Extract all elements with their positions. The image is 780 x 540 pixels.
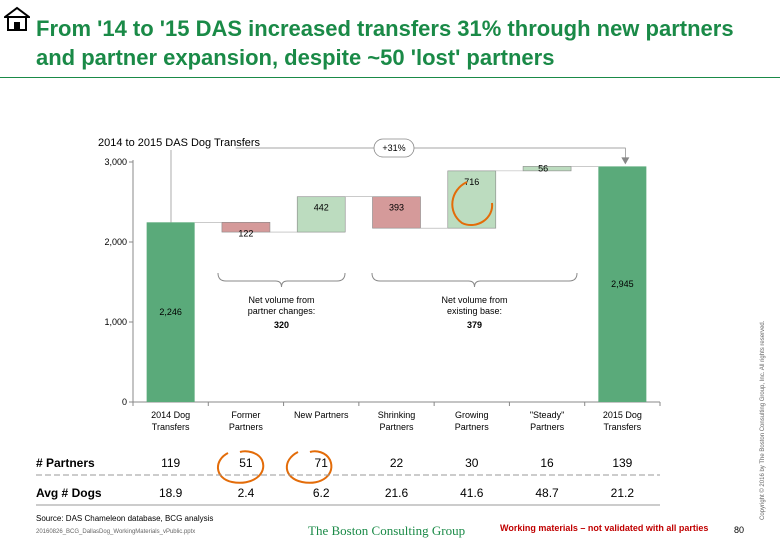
x-tick-label-0: Transfers <box>152 422 190 432</box>
bar-label-4: 716 <box>464 177 479 187</box>
source-note: Source: DAS Chameleon database, BCG anal… <box>36 514 214 523</box>
annotation-value: 379 <box>467 320 482 330</box>
annotation-text: existing base: <box>447 306 502 316</box>
annotation-text: Net volume from <box>248 295 314 305</box>
x-tick-label-0: 2014 Dog <box>151 410 190 420</box>
chart-title: 2014 to 2015 DAS Dog Transfers <box>98 137 261 149</box>
row-label-partners: # Partners <box>36 456 95 470</box>
table-cell: 2.4 <box>237 486 255 500</box>
table-cell: 51 <box>239 456 253 470</box>
page-title: From '14 to '15 DAS increased transfers … <box>36 16 734 70</box>
brace-partner-changes <box>217 272 346 288</box>
bar-label-6: 2,945 <box>611 279 634 289</box>
bar-label-3: 393 <box>389 203 404 213</box>
table-cell: 18.9 <box>158 486 183 500</box>
table-cell: 139 <box>612 456 633 470</box>
growth-label: +31% <box>382 143 405 153</box>
bar-6 <box>598 166 647 402</box>
growth-badge <box>373 138 415 158</box>
bar-0 <box>146 222 195 402</box>
x-tick-label-6: 2015 Dog <box>603 410 642 420</box>
table-cell: 21.2 <box>610 486 635 500</box>
x-tick-label-3: Shrinking <box>378 410 416 420</box>
table-cell: 41.6 <box>460 486 484 500</box>
growth-arrowhead <box>621 157 630 165</box>
table-cell: 6.2 <box>312 486 330 500</box>
bar-5 <box>522 166 572 172</box>
table-cell: 71 <box>314 456 328 470</box>
table-cell: 119 <box>161 456 181 470</box>
highlight-circle-new <box>285 450 333 484</box>
table-cell: 21.6 <box>384 486 409 500</box>
table-cell: 22 <box>389 456 404 470</box>
table-cell: 30 <box>465 456 479 470</box>
page-number: 80 <box>734 525 745 535</box>
house-icon <box>4 6 30 31</box>
x-tick-label-6: Transfers <box>604 422 642 432</box>
annotation-text: Net volume from <box>441 295 507 305</box>
x-tick-label-1: Former <box>231 410 260 420</box>
bar-2 <box>296 196 346 233</box>
brace-existing-base <box>371 272 578 288</box>
annotation-text: partner changes: <box>248 306 316 316</box>
bcg-logo: The Boston Consulting Group <box>308 523 466 538</box>
file-name: 20160826_BCG_DallasDog_WorkingMaterials_… <box>36 529 196 535</box>
y-tick-label: 3,000 <box>104 157 127 167</box>
bar-1 <box>221 222 271 233</box>
y-tick-label: 2,000 <box>104 237 127 247</box>
highlight-circle-growing <box>451 181 494 226</box>
table-cell: 48.7 <box>535 486 559 500</box>
bar-label-5: 56 <box>538 164 548 174</box>
x-tick-label-5: Partners <box>530 422 565 432</box>
title-divider <box>0 77 780 78</box>
x-tick-label-4: Partners <box>455 422 490 432</box>
annotation-value: 320 <box>274 320 289 330</box>
x-tick-label-5: "Steady" <box>530 410 564 420</box>
copyright-note: Copyright © 2016 by The Boston Consultin… <box>760 320 766 520</box>
x-tick-label-1: Partners <box>229 422 264 432</box>
table-cell: 16 <box>540 456 554 470</box>
growth-line <box>235 147 626 162</box>
working-note: Working materials – not validated with a… <box>500 523 709 533</box>
x-tick-label-2: New Partners <box>294 410 349 420</box>
x-tick-label-4: Growing <box>455 410 489 420</box>
bar-label-0: 2,246 <box>159 307 182 317</box>
x-tick-label-3: Partners <box>379 422 414 432</box>
bar-label-2: 442 <box>314 203 329 213</box>
highlight-circle-former <box>217 450 265 484</box>
y-tick-label: 1,000 <box>104 317 127 327</box>
y-tick-label: 0 <box>122 397 127 407</box>
bar-3 <box>372 196 421 229</box>
row-label-avg-dogs: Avg # Dogs <box>36 486 102 500</box>
bar-label-1: 122 <box>238 228 253 238</box>
